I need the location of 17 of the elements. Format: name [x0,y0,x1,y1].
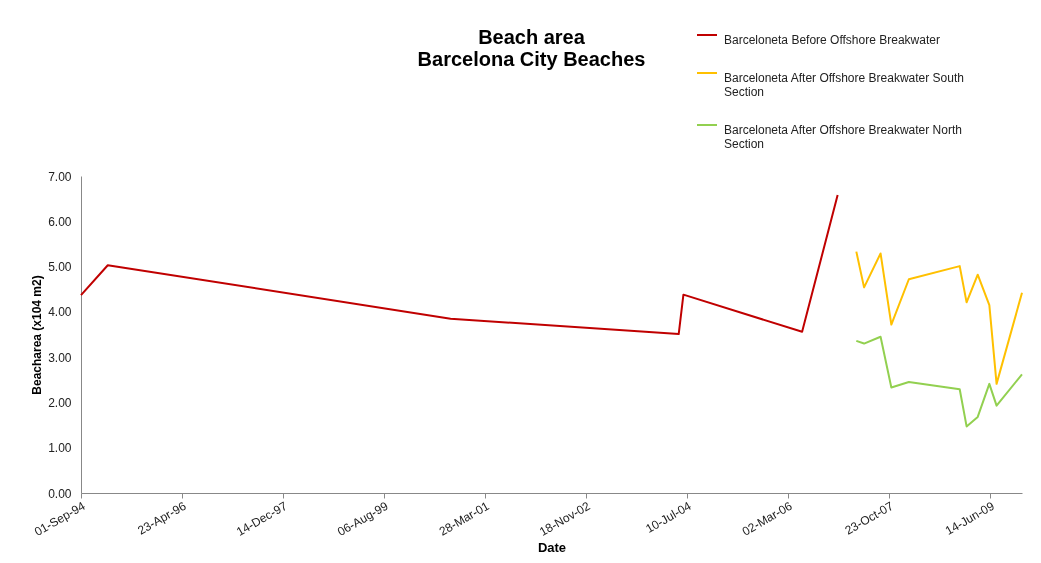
y-tick-label: 0.00 [48,486,72,501]
line-series [855,250,1023,385]
y-tick-label: 7.00 [48,169,72,184]
y-tick-label: 3.00 [48,350,72,365]
y-tick-label: 1.00 [48,441,72,456]
line-series [855,335,1023,428]
line-series [80,194,839,336]
x-axis-title: Date [537,540,567,556]
legend-label: Barceloneta Before Offshore Breakwater [724,33,940,47]
y-tick-label: 4.00 [48,305,72,320]
y-axis-title: Beacharea (x104 m2) [30,275,45,395]
y-tick-label: 2.00 [48,395,72,410]
legend-label: Barceloneta After Offshore Breakwater South Section [724,71,964,99]
y-tick-label: 5.00 [48,260,72,275]
chart-title: Beach area Barcelona City Beaches [417,26,646,70]
y-tick-label: 6.00 [48,214,72,229]
legend-label: Barceloneta After Offshore Breakwater North Section [724,123,962,151]
